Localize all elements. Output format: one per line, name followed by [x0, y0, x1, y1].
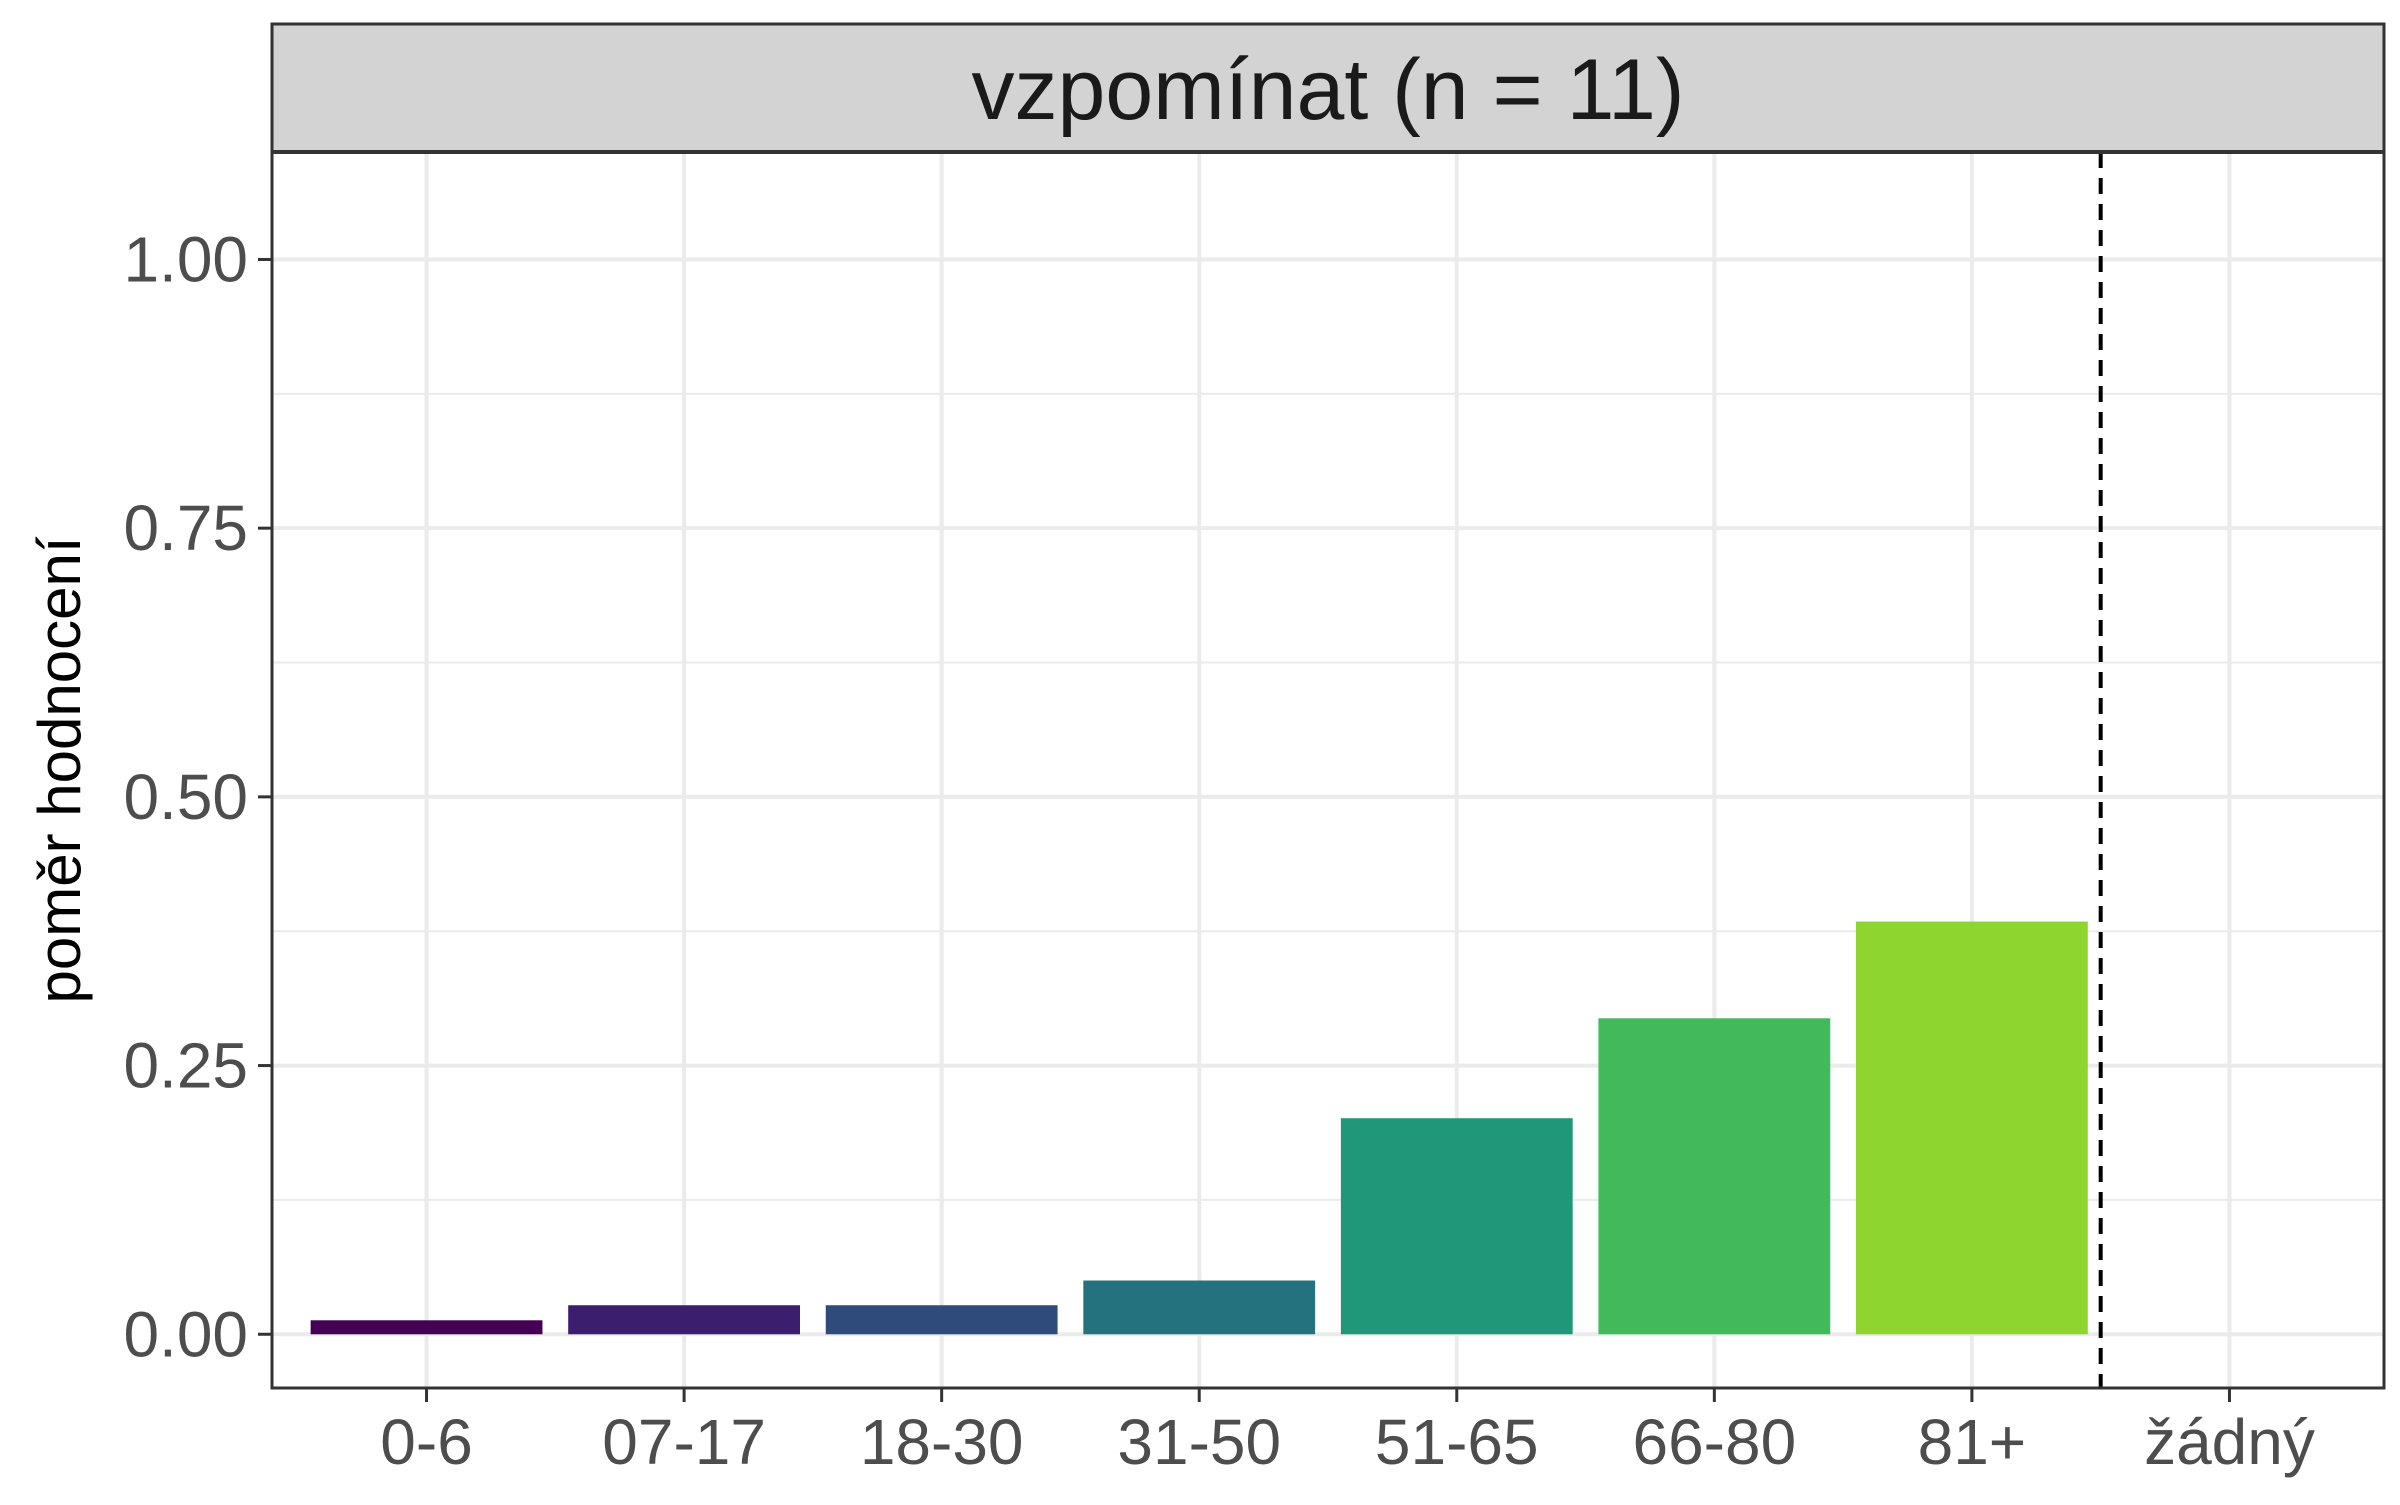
y-tick-label: 0.00 — [123, 1298, 248, 1370]
y-tick-label: 0.75 — [123, 492, 248, 564]
bar-0-6 — [310, 1320, 543, 1335]
x-axis: 0-6 07-17 18-30 31-50 51-65 66-80 81+ žádný — [380, 1388, 2315, 1478]
x-tick-label: 31-50 — [1117, 1406, 1281, 1478]
y-tick-label: 1.00 — [123, 223, 248, 295]
x-tick-label: 18-30 — [860, 1406, 1024, 1478]
x-tick-label: 0-6 — [380, 1406, 473, 1478]
bar-07-17 — [568, 1305, 800, 1335]
bar-66-80 — [1598, 1018, 1831, 1335]
bar-81+ — [1856, 921, 2088, 1335]
y-axis-title: poměr hodnocení — [26, 536, 93, 1003]
x-tick-label: žádný — [2144, 1406, 2315, 1478]
facet-label: vzpomínat (n = 11) — [971, 42, 1684, 138]
y-axis: 0.00 0.25 0.50 0.75 1.00 — [123, 223, 272, 1370]
facet-strip-background — [270, 22, 2386, 154]
x-tick-label: 51-65 — [1375, 1406, 1539, 1478]
bar-31-50 — [1083, 1280, 1316, 1335]
bar-18-30 — [825, 1305, 1058, 1335]
y-tick-label: 0.25 — [123, 1030, 248, 1102]
bar-layer — [310, 921, 2088, 1335]
x-tick-label: 07-17 — [602, 1406, 766, 1478]
x-tick-label: 66-80 — [1632, 1406, 1796, 1478]
x-tick-label: 81+ — [1918, 1406, 2027, 1478]
facet-strip: vzpomínat (n = 11) — [270, 22, 2386, 154]
bar-51-65 — [1340, 1118, 1573, 1335]
y-tick-label: 0.50 — [123, 761, 248, 833]
